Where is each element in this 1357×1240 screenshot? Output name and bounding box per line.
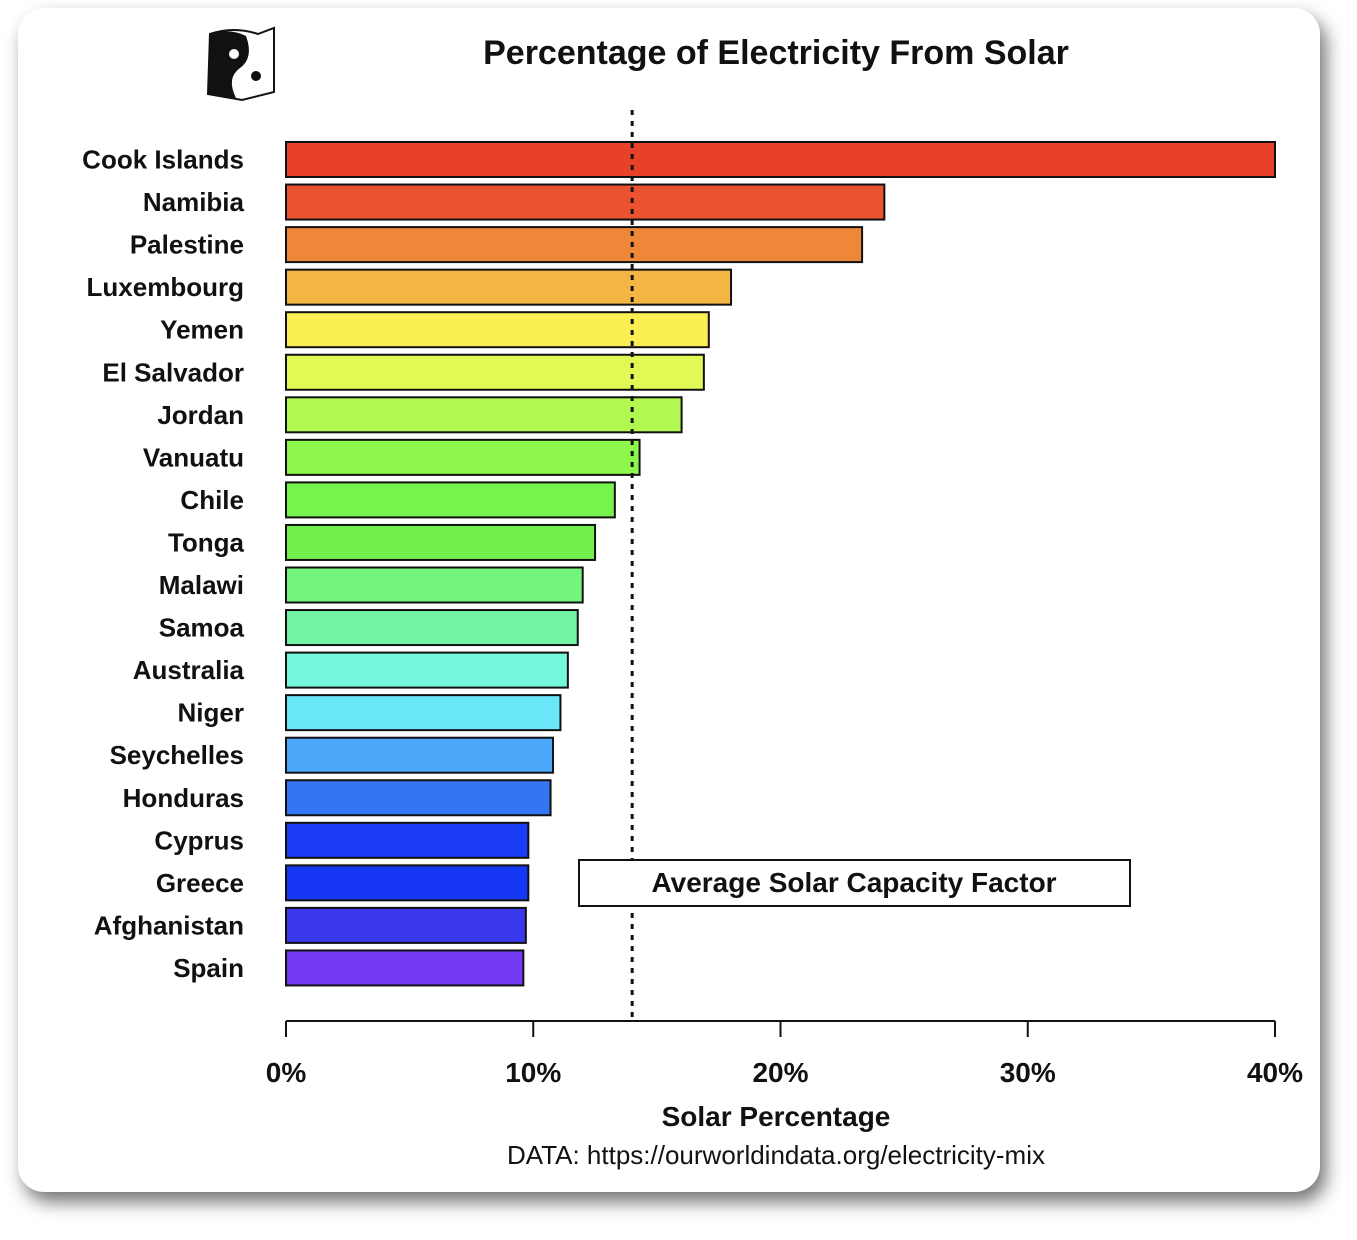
category-label: Honduras: [123, 783, 244, 813]
x-tick-label: 30%: [1000, 1057, 1056, 1088]
bar-chile: [285, 481, 616, 519]
bar-el-salvador: [285, 353, 705, 391]
category-label: El Salvador: [102, 357, 244, 387]
bar-samoa: [285, 609, 579, 647]
bar-jordan: [285, 396, 683, 434]
category-label: Cyprus: [154, 825, 244, 855]
bar-australia: [285, 651, 569, 689]
x-tick-label: 0%: [266, 1057, 307, 1088]
category-label: Spain: [173, 953, 244, 983]
category-labels: Cook Islands Namibia Palestine Luxembourg Ye…: [82, 145, 244, 983]
bar-malawi: [285, 566, 584, 604]
category-label: Tonga: [168, 527, 245, 557]
bar-honduras: [285, 779, 552, 817]
bar-seychelles: [285, 736, 555, 774]
bar-namibia: [285, 183, 886, 221]
x-tick-label: 20%: [752, 1057, 808, 1088]
x-axis-label: Solar Percentage: [662, 1101, 891, 1132]
category-label: Greece: [156, 868, 244, 898]
bars-group: [285, 141, 1276, 987]
category-label: Cook Islands: [82, 145, 244, 175]
category-label: Afghanistan: [94, 910, 244, 940]
logo-icon: [206, 26, 275, 102]
chart-title: Percentage of Electricity From Solar: [483, 34, 1069, 72]
bar-luxembourg: [285, 268, 733, 306]
category-label: Niger: [178, 698, 244, 728]
annotation-box-frame: [578, 859, 1131, 907]
category-label: Namibia: [143, 187, 245, 217]
category-label: Jordan: [157, 400, 244, 430]
bar-tonga: [285, 523, 597, 561]
bar-niger: [285, 694, 562, 732]
category-label: Yemen: [160, 315, 244, 345]
annotation-label: Average Solar Capacity Factor: [651, 867, 1056, 898]
bar-spain: [285, 949, 525, 987]
x-tick-label: 10%: [505, 1057, 561, 1088]
category-label: Malawi: [159, 570, 244, 600]
category-label: Australia: [133, 655, 245, 685]
category-label: Vanuatu: [143, 442, 244, 472]
x-tick-label: 40%: [1247, 1057, 1303, 1088]
bar-cyprus: [285, 821, 530, 859]
bar-yemen: [285, 311, 710, 349]
category-label: Luxembourg: [87, 272, 244, 302]
bar-greece: [285, 864, 530, 902]
annotation-box: Average Solar Capacity Factor: [578, 859, 1131, 907]
category-label: Palestine: [130, 230, 244, 260]
category-label: Seychelles: [110, 740, 244, 770]
bar-palestine: [285, 226, 864, 264]
category-label: Chile: [180, 485, 244, 515]
bar-vanuatu: [285, 438, 641, 476]
data-source: DATA: https://ourworldindata.org/electri…: [507, 1140, 1045, 1170]
bar-afghanistan: [285, 906, 527, 944]
category-label: Samoa: [159, 613, 245, 643]
bar-cook-islands: [285, 141, 1276, 178]
x-axis: 0% 10% 20% 30% 40%: [266, 1020, 1303, 1088]
